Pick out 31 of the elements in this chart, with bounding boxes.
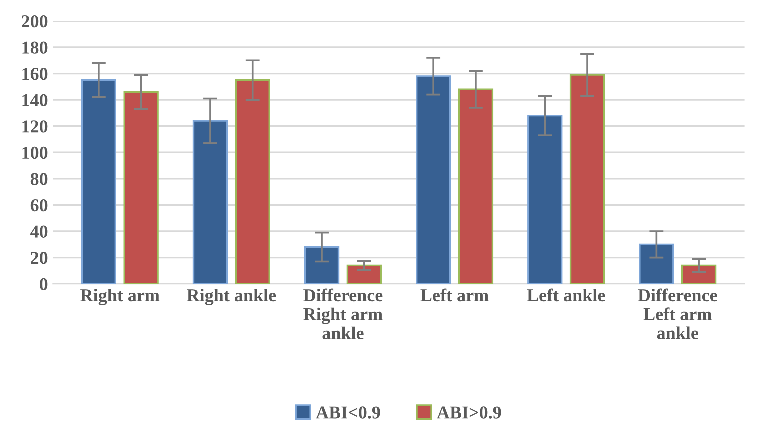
bar bbox=[235, 80, 270, 284]
x-tick-label: Left ankle bbox=[527, 288, 606, 302]
y-tick-label: 160 bbox=[22, 68, 48, 80]
bar bbox=[639, 244, 674, 284]
y-tick-label: 120 bbox=[22, 120, 48, 133]
y-tick-label: 40 bbox=[30, 226, 48, 238]
x-tick-label: Right ankle bbox=[187, 288, 276, 306]
y-tick-label: 140 bbox=[22, 94, 48, 107]
bar bbox=[528, 115, 563, 284]
legend-label: ABI<0.9 bbox=[316, 406, 380, 419]
x-tick-label: Left arm bbox=[420, 288, 489, 302]
x-tick-label: Difference Left arm ankle bbox=[638, 288, 718, 340]
bar bbox=[124, 91, 159, 284]
y-tick-label: 180 bbox=[22, 42, 48, 54]
y-tick-label: 0 bbox=[40, 278, 48, 291]
y-tick-label: 200 bbox=[22, 15, 48, 28]
y-tick-label: 100 bbox=[22, 146, 48, 160]
y-tick-label: 20 bbox=[31, 252, 48, 264]
bar bbox=[570, 74, 606, 284]
x-tick-label: Difference Right arm ankle bbox=[304, 288, 383, 340]
bar bbox=[192, 120, 228, 284]
bar bbox=[81, 80, 116, 284]
y-tick-label: 80 bbox=[30, 173, 48, 186]
bar bbox=[346, 264, 382, 284]
bar bbox=[304, 246, 340, 284]
bar bbox=[416, 76, 452, 284]
bar bbox=[458, 88, 494, 284]
bar bbox=[682, 264, 717, 284]
x-tick-label: Right arm bbox=[80, 288, 160, 306]
y-tick-label: 60 bbox=[30, 199, 48, 212]
legend-label: ABI>0.9 bbox=[437, 406, 502, 419]
